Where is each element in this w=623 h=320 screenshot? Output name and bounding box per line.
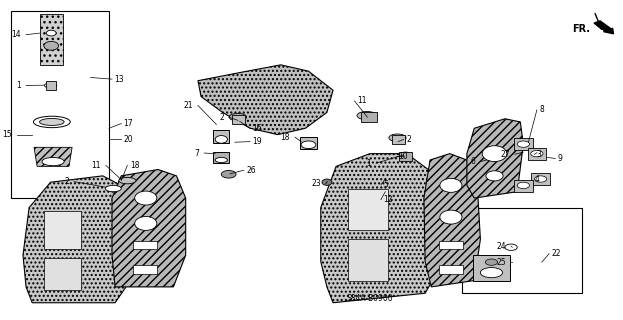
- Ellipse shape: [535, 176, 547, 182]
- Ellipse shape: [44, 41, 59, 50]
- Bar: [348, 239, 388, 281]
- Text: 8: 8: [540, 105, 544, 114]
- Ellipse shape: [505, 244, 517, 251]
- Text: 10: 10: [398, 152, 407, 161]
- Text: 24: 24: [497, 242, 506, 251]
- Bar: [213, 130, 229, 142]
- Ellipse shape: [135, 191, 157, 205]
- Text: 17: 17: [124, 119, 133, 128]
- Text: FR.: FR.: [573, 24, 591, 34]
- Text: 19: 19: [252, 137, 262, 146]
- Ellipse shape: [399, 152, 412, 158]
- Bar: [439, 241, 463, 249]
- Text: 27: 27: [500, 150, 510, 159]
- Text: S84A-B0900: S84A-B0900: [346, 294, 393, 303]
- Bar: [531, 173, 549, 185]
- Bar: [348, 188, 388, 230]
- Text: 11: 11: [357, 97, 366, 106]
- Text: 20: 20: [124, 135, 133, 144]
- Bar: [300, 137, 317, 149]
- Text: 16: 16: [252, 124, 262, 133]
- Ellipse shape: [517, 182, 530, 188]
- Bar: [45, 81, 55, 90]
- Text: 2: 2: [406, 135, 411, 144]
- Text: 22: 22: [551, 249, 561, 258]
- Text: 14: 14: [11, 30, 21, 39]
- Ellipse shape: [46, 30, 56, 36]
- Ellipse shape: [215, 136, 227, 143]
- Text: 25: 25: [497, 258, 506, 267]
- Bar: [133, 265, 157, 274]
- Text: 15: 15: [2, 130, 12, 139]
- Ellipse shape: [34, 116, 70, 128]
- Bar: [399, 152, 412, 161]
- Text: 26: 26: [247, 166, 256, 175]
- Ellipse shape: [482, 146, 506, 162]
- FancyArrow shape: [594, 21, 614, 34]
- Ellipse shape: [135, 216, 157, 230]
- Text: 12: 12: [383, 195, 393, 204]
- Text: 7: 7: [194, 148, 199, 157]
- Text: 21: 21: [184, 101, 193, 110]
- Bar: [133, 241, 157, 249]
- Polygon shape: [40, 14, 63, 65]
- Text: 18: 18: [280, 133, 290, 142]
- Text: 3: 3: [537, 150, 542, 159]
- Polygon shape: [34, 147, 72, 166]
- Ellipse shape: [40, 118, 64, 125]
- Ellipse shape: [119, 178, 136, 184]
- Text: 1: 1: [16, 81, 21, 90]
- Polygon shape: [198, 65, 333, 135]
- Bar: [11, 11, 109, 198]
- Ellipse shape: [301, 141, 316, 148]
- Text: 13: 13: [115, 75, 124, 84]
- Bar: [361, 112, 377, 122]
- Ellipse shape: [229, 113, 247, 121]
- Ellipse shape: [42, 157, 64, 166]
- Polygon shape: [321, 154, 444, 303]
- Bar: [439, 265, 463, 274]
- Bar: [392, 135, 406, 143]
- Bar: [232, 115, 245, 124]
- Ellipse shape: [440, 210, 462, 224]
- Text: 4: 4: [535, 175, 540, 184]
- Ellipse shape: [44, 83, 57, 88]
- Text: 2: 2: [64, 177, 69, 186]
- Polygon shape: [467, 119, 523, 198]
- Text: 1: 1: [366, 159, 371, 168]
- Bar: [514, 180, 533, 192]
- Text: 18: 18: [130, 161, 140, 170]
- Ellipse shape: [486, 171, 503, 181]
- Text: 11: 11: [92, 161, 101, 170]
- Bar: [462, 208, 582, 293]
- Ellipse shape: [357, 111, 377, 120]
- Polygon shape: [23, 176, 136, 303]
- Text: 5: 5: [383, 180, 388, 189]
- Bar: [528, 148, 546, 160]
- Ellipse shape: [215, 157, 227, 163]
- Ellipse shape: [105, 185, 121, 192]
- Ellipse shape: [485, 259, 498, 265]
- Ellipse shape: [517, 141, 530, 147]
- Polygon shape: [424, 154, 480, 287]
- Ellipse shape: [389, 134, 406, 142]
- Ellipse shape: [440, 178, 462, 192]
- Text: 2: 2: [219, 113, 224, 122]
- Bar: [44, 211, 82, 249]
- Text: 23: 23: [311, 179, 321, 188]
- Ellipse shape: [221, 171, 236, 178]
- Bar: [44, 258, 82, 290]
- Text: 6: 6: [470, 157, 475, 166]
- Bar: [514, 139, 533, 150]
- Bar: [473, 255, 510, 281]
- Polygon shape: [112, 170, 186, 287]
- Text: 9: 9: [558, 154, 563, 163]
- Ellipse shape: [531, 150, 543, 157]
- Ellipse shape: [480, 268, 503, 278]
- Ellipse shape: [322, 179, 332, 185]
- Bar: [213, 152, 229, 163]
